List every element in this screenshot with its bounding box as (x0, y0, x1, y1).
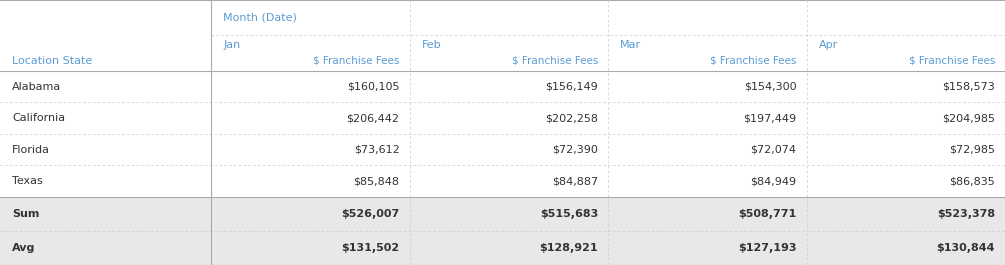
Text: Sum: Sum (12, 209, 39, 219)
Text: Location State: Location State (12, 56, 92, 66)
Bar (0, 0, 1005, 36)
Bar (0, 102, 1005, 134)
Bar (0, 231, 1005, 265)
Text: $84,887: $84,887 (552, 176, 598, 186)
Text: $158,573: $158,573 (943, 82, 995, 92)
Text: $515,683: $515,683 (540, 209, 598, 219)
Text: $523,378: $523,378 (937, 209, 995, 219)
Text: $86,835: $86,835 (949, 176, 995, 186)
Bar (0, 197, 1005, 231)
Text: Feb: Feb (422, 40, 441, 50)
Text: $ Franchise Fees: $ Franchise Fees (314, 56, 399, 66)
Text: Texas: Texas (12, 176, 43, 186)
Bar (0, 165, 1005, 197)
Text: $204,985: $204,985 (942, 113, 995, 123)
Text: Jan: Jan (223, 40, 240, 50)
Text: Florida: Florida (12, 144, 50, 154)
Text: California: California (12, 113, 65, 123)
Text: $206,442: $206,442 (347, 113, 399, 123)
Text: $131,502: $131,502 (342, 243, 399, 253)
Text: $197,449: $197,449 (744, 113, 797, 123)
Text: $526,007: $526,007 (342, 209, 399, 219)
Text: $154,300: $154,300 (744, 82, 797, 92)
Bar (0, 71, 1005, 102)
Text: $128,921: $128,921 (540, 243, 598, 253)
Text: $ Franchise Fees: $ Franchise Fees (512, 56, 598, 66)
Text: $73,612: $73,612 (354, 144, 399, 154)
Text: Month (Date): Month (Date) (223, 13, 297, 23)
Text: Mar: Mar (620, 40, 641, 50)
Text: $72,985: $72,985 (949, 144, 995, 154)
Text: $130,844: $130,844 (937, 243, 995, 253)
Bar (0, 134, 1005, 165)
Text: Avg: Avg (12, 243, 35, 253)
Text: $72,074: $72,074 (751, 144, 797, 154)
Bar (0, 36, 1005, 71)
Text: $ Franchise Fees: $ Franchise Fees (909, 56, 995, 66)
Text: Apr: Apr (818, 40, 838, 50)
Text: $72,390: $72,390 (552, 144, 598, 154)
Text: Alabama: Alabama (12, 82, 61, 92)
Text: $160,105: $160,105 (347, 82, 399, 92)
Text: $84,949: $84,949 (751, 176, 797, 186)
Text: $156,149: $156,149 (546, 82, 598, 92)
Text: $127,193: $127,193 (738, 243, 797, 253)
Text: $202,258: $202,258 (545, 113, 598, 123)
Text: $85,848: $85,848 (354, 176, 399, 186)
Text: $ Franchise Fees: $ Franchise Fees (711, 56, 797, 66)
Text: $508,771: $508,771 (739, 209, 797, 219)
